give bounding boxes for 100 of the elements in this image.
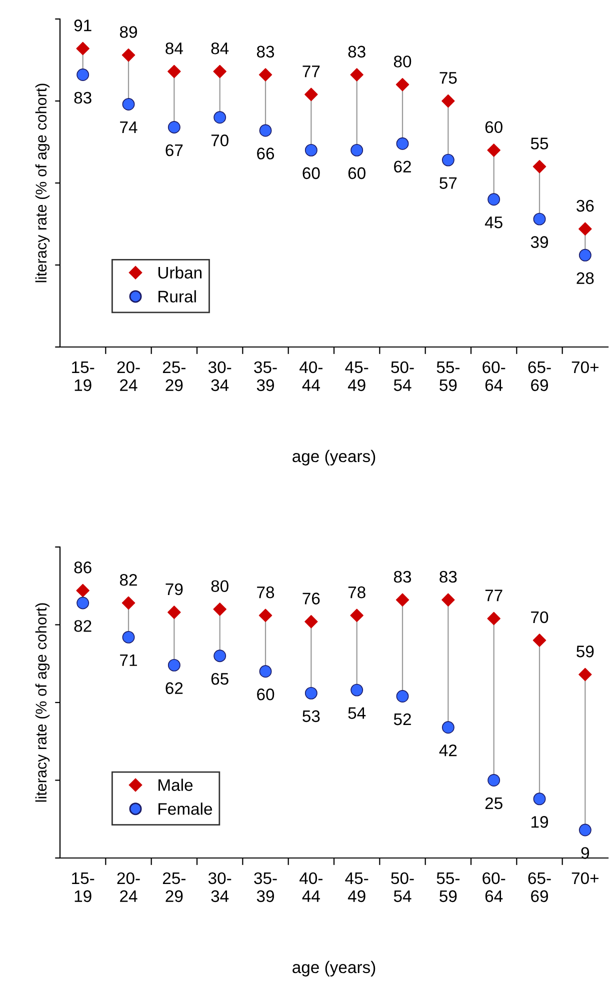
data-label: 75 — [440, 72, 457, 84]
x-tick-label: 55-59 — [436, 362, 460, 392]
point — [122, 596, 136, 610]
data-label: 62 — [394, 160, 411, 173]
x-axis-title: age (years) — [292, 960, 376, 976]
point — [578, 248, 592, 262]
point — [76, 596, 90, 610]
x-tick-label: 25-29 — [162, 361, 186, 392]
x-axis-title: age (years) — [292, 450, 376, 466]
data-label: 83 — [440, 570, 457, 583]
x-tick-label: 40-44 — [300, 872, 322, 902]
data-label: 71 — [120, 654, 137, 666]
x-tick-label: 70+ — [572, 872, 598, 884]
data-label: 77 — [485, 590, 502, 602]
data-label: 42 — [439, 744, 457, 756]
point — [168, 658, 180, 672]
point — [488, 193, 500, 206]
point — [168, 64, 181, 78]
point — [487, 612, 500, 626]
data-label: 82 — [120, 574, 137, 586]
point — [122, 48, 136, 62]
x-tick-label: 20-24 — [117, 361, 140, 391]
data-label: 83 — [74, 92, 92, 104]
point — [533, 212, 546, 226]
data-label: 60 — [257, 688, 274, 700]
data-label: 76 — [302, 592, 320, 604]
x-tick-label: 50-54 — [391, 872, 414, 902]
x-tick-label: 35-39 — [254, 872, 277, 902]
data-label: 52 — [394, 713, 411, 726]
data-label: 70 — [531, 611, 548, 624]
point — [304, 615, 318, 628]
data-label: 55 — [530, 138, 548, 150]
data-label: 66 — [257, 148, 274, 160]
x-tick-label: 45-49 — [345, 362, 368, 392]
point — [350, 68, 364, 82]
x-tick-label: 15-19 — [72, 362, 94, 392]
point — [578, 824, 592, 836]
point — [213, 64, 226, 78]
y-axis-title: literacy rate (% of age cohort) — [35, 603, 50, 802]
x-tick-label: 20-24 — [117, 872, 140, 902]
point — [487, 144, 500, 157]
data-label: 80 — [211, 580, 228, 592]
data-label: 62 — [166, 682, 183, 694]
point — [168, 606, 181, 619]
legend-label: Rural — [158, 290, 196, 302]
point — [396, 137, 409, 150]
data-label: 74 — [120, 122, 138, 134]
point — [442, 94, 455, 108]
point — [214, 111, 226, 124]
point — [122, 630, 135, 644]
point — [532, 160, 546, 174]
data-label: 84 — [166, 42, 183, 54]
data-label: 79 — [166, 583, 183, 596]
data-label: 60 — [302, 167, 320, 180]
data-label: 45 — [484, 216, 502, 228]
data-label: 53 — [302, 710, 320, 722]
data-label: 25 — [485, 797, 502, 810]
point — [488, 774, 500, 786]
point — [259, 124, 272, 137]
data-label: 19 — [532, 816, 548, 828]
data-label: 83 — [348, 46, 366, 58]
data-label: 39 — [530, 236, 548, 248]
point — [350, 144, 364, 156]
data-label: 65 — [211, 672, 228, 685]
x-tick-label: 40-44 — [300, 361, 322, 391]
point — [168, 121, 180, 134]
data-label: 70 — [211, 134, 228, 146]
data-label: 78 — [348, 586, 366, 598]
point — [578, 222, 592, 236]
data-label: 89 — [120, 26, 137, 38]
point — [442, 154, 454, 166]
point — [442, 593, 455, 606]
x-tick-label: 60-64 — [482, 872, 506, 902]
point — [259, 665, 272, 678]
point — [76, 68, 90, 81]
point — [350, 608, 364, 622]
data-label: 83 — [256, 46, 274, 58]
point — [76, 584, 90, 598]
point — [442, 721, 454, 734]
point — [532, 634, 546, 647]
point — [258, 68, 272, 82]
point — [76, 42, 90, 56]
x-tick-label: 65-69 — [528, 361, 551, 392]
data-label: 57 — [440, 177, 457, 189]
data-label: 60 — [348, 167, 366, 180]
data-label: 91 — [74, 20, 92, 32]
point — [396, 593, 410, 606]
x-tick-label: 30-34 — [208, 361, 232, 392]
data-label: 82 — [74, 620, 92, 632]
data-label: 84 — [211, 42, 229, 54]
data-label: 54 — [348, 707, 366, 719]
point — [578, 668, 592, 682]
legend-label: Female — [158, 802, 212, 815]
data-label: 86 — [74, 562, 92, 574]
x-tick-label: 50-54 — [391, 361, 414, 392]
x-tick-label: 35-39 — [254, 361, 277, 392]
data-label: 83 — [394, 570, 412, 583]
x-tick-label: 45-49 — [345, 872, 368, 902]
legend-label: Male — [158, 778, 193, 791]
data-label: 36 — [576, 200, 594, 212]
